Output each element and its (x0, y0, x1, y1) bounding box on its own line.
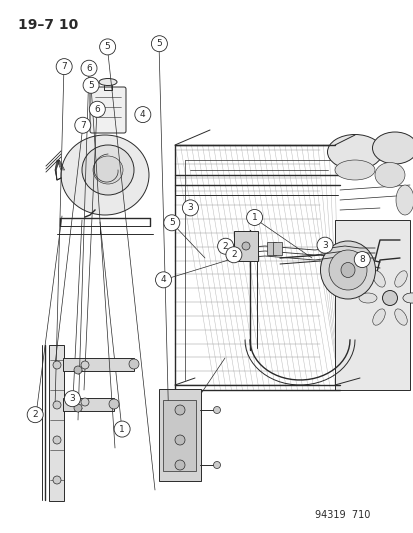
Ellipse shape (395, 185, 413, 215)
Circle shape (53, 361, 61, 369)
Text: 5: 5 (156, 39, 162, 48)
Ellipse shape (242, 242, 249, 250)
Ellipse shape (81, 398, 89, 406)
Text: 7: 7 (80, 121, 85, 130)
Text: 4: 4 (160, 276, 166, 284)
Ellipse shape (81, 361, 89, 369)
Circle shape (246, 209, 262, 225)
Ellipse shape (402, 293, 413, 303)
Text: 7: 7 (61, 62, 67, 71)
Text: 3: 3 (69, 394, 75, 403)
Circle shape (74, 366, 82, 374)
Text: 6: 6 (94, 105, 100, 114)
Ellipse shape (358, 293, 376, 303)
Text: 5: 5 (88, 81, 94, 90)
Ellipse shape (372, 132, 413, 164)
Text: 5: 5 (104, 43, 110, 51)
Circle shape (89, 101, 105, 117)
Text: 1: 1 (119, 425, 125, 433)
Ellipse shape (340, 262, 354, 278)
Text: 3: 3 (321, 241, 327, 249)
Circle shape (114, 421, 130, 437)
Circle shape (53, 401, 61, 409)
Ellipse shape (320, 241, 375, 299)
Text: 6: 6 (86, 64, 92, 72)
FancyBboxPatch shape (163, 400, 196, 471)
Ellipse shape (334, 160, 374, 180)
Text: 5: 5 (169, 219, 174, 227)
FancyBboxPatch shape (273, 241, 282, 254)
Text: 19–7 10: 19–7 10 (18, 18, 78, 32)
Circle shape (135, 107, 150, 123)
Ellipse shape (213, 407, 220, 414)
Ellipse shape (129, 359, 139, 369)
Text: 2: 2 (230, 251, 236, 259)
Circle shape (27, 407, 43, 423)
Text: 8: 8 (358, 255, 364, 264)
Ellipse shape (394, 271, 406, 287)
FancyBboxPatch shape (334, 220, 409, 390)
Ellipse shape (402, 293, 413, 303)
Ellipse shape (99, 78, 117, 85)
Text: 94319  710: 94319 710 (314, 510, 369, 520)
Text: 1: 1 (251, 213, 257, 222)
Circle shape (74, 404, 82, 412)
Text: 4: 4 (140, 110, 145, 119)
FancyBboxPatch shape (63, 398, 114, 410)
FancyBboxPatch shape (159, 389, 201, 481)
Ellipse shape (372, 271, 385, 287)
Circle shape (155, 272, 171, 288)
Ellipse shape (109, 399, 119, 409)
Circle shape (175, 460, 185, 470)
Circle shape (164, 215, 179, 231)
FancyBboxPatch shape (90, 87, 126, 133)
Ellipse shape (61, 135, 149, 215)
Ellipse shape (394, 309, 406, 325)
Circle shape (56, 59, 72, 75)
Circle shape (316, 237, 332, 253)
Ellipse shape (93, 156, 123, 184)
FancyBboxPatch shape (233, 231, 257, 261)
FancyBboxPatch shape (63, 358, 134, 370)
Circle shape (182, 200, 198, 216)
Circle shape (225, 247, 241, 263)
FancyBboxPatch shape (50, 344, 64, 500)
Ellipse shape (382, 290, 396, 305)
Ellipse shape (82, 145, 134, 195)
Ellipse shape (213, 462, 220, 469)
Circle shape (75, 117, 90, 133)
Ellipse shape (328, 250, 366, 290)
Ellipse shape (327, 134, 382, 169)
Circle shape (83, 77, 99, 93)
Text: 2: 2 (32, 410, 38, 419)
Circle shape (151, 36, 167, 52)
Circle shape (53, 476, 61, 484)
Circle shape (354, 252, 369, 268)
Text: 3: 3 (187, 204, 193, 212)
Circle shape (81, 60, 97, 76)
Circle shape (217, 238, 233, 254)
Ellipse shape (374, 163, 404, 188)
Ellipse shape (372, 309, 385, 325)
Circle shape (53, 436, 61, 444)
Circle shape (175, 405, 185, 415)
Circle shape (100, 39, 115, 55)
Text: 2: 2 (222, 242, 228, 251)
FancyBboxPatch shape (267, 241, 276, 254)
Circle shape (64, 391, 80, 407)
Circle shape (175, 435, 185, 445)
